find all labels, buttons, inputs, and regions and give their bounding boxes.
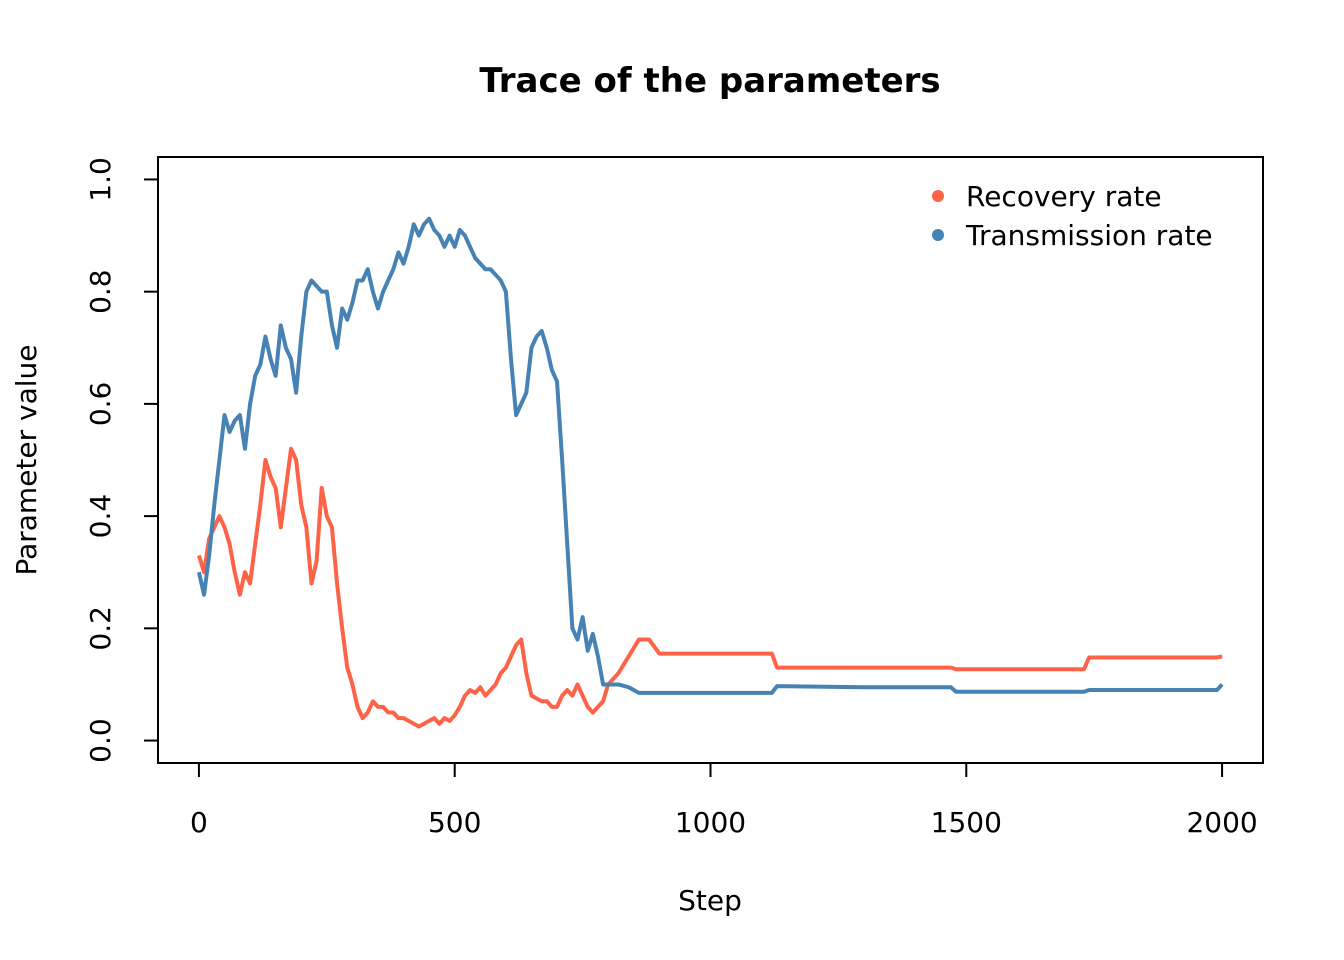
legend-marker [932, 229, 944, 241]
y-axis-label: Parameter value [10, 344, 43, 575]
x-tick-label: 0 [190, 806, 208, 839]
chart-title: Trace of the parameters [479, 61, 940, 101]
y-tick-label: 0.4 [84, 494, 117, 539]
y-tick-label: 0.6 [84, 382, 117, 427]
x-tick-label: 2000 [1186, 806, 1257, 839]
y-tick-label: 0.0 [84, 718, 117, 763]
legend-label: Transmission rate [965, 219, 1213, 252]
x-axis-label: Step [678, 884, 742, 917]
legend-marker [932, 190, 944, 202]
series-line [196, 216, 1224, 695]
legend-label: Recovery rate [966, 180, 1162, 213]
y-tick-label: 1.0 [84, 157, 117, 202]
series-line [197, 446, 1223, 729]
x-tick-label: 1500 [931, 806, 1002, 839]
x-tick-label: 1000 [675, 806, 746, 839]
y-tick-label: 0.2 [84, 606, 117, 651]
x-tick-label: 500 [428, 806, 481, 839]
y-tick-label: 0.8 [84, 269, 117, 314]
